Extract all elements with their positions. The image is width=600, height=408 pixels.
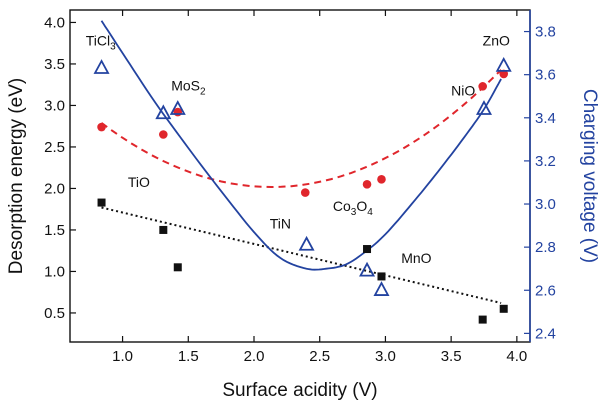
x-tick-label: 4.0	[506, 348, 527, 365]
y-tick-label: 0.5	[44, 305, 65, 322]
x-tick-label: 1.5	[178, 348, 199, 365]
compound-text: O	[356, 198, 367, 214]
compound-label: TiO	[128, 174, 150, 190]
square-point	[159, 225, 168, 234]
data-points	[93, 56, 512, 324]
y-tick-label: 4.0	[44, 14, 65, 31]
circle-point	[499, 69, 509, 79]
compound-label: Co3O4	[333, 198, 373, 218]
triangle-point	[155, 104, 172, 120]
circle-point	[97, 122, 106, 132]
triangle-point	[495, 56, 512, 72]
x-tick-label: 3.0	[375, 348, 396, 365]
circle-point	[377, 175, 386, 184]
compound-text: NiO	[451, 82, 475, 98]
y2-tick-label: 3.2	[535, 153, 556, 170]
circle-point	[478, 82, 487, 91]
compound-label: TiCl3	[86, 33, 116, 53]
circle-point	[159, 130, 168, 139]
square-point	[478, 315, 487, 324]
fit-curve-dashed	[100, 69, 502, 189]
y-tick-label: 3.0	[44, 97, 65, 114]
compound-label: MoS2	[171, 78, 206, 98]
y2-tick-label: 3.4	[535, 110, 556, 127]
compound-subscript: 2	[200, 87, 206, 98]
y2-tick-label: 2.4	[535, 325, 556, 342]
compound-text: TiN	[270, 215, 291, 231]
tick-labels: 1.0 1.5 2.0 2.5 3.0 3.5 4.0 0.5 1.0 1.5 2.0 2.5 3.0 3…	[44, 14, 556, 365]
y2-tick-label: 3.8	[535, 24, 556, 41]
compound-subscript: 3	[351, 207, 357, 218]
compound-text: ZnO	[483, 33, 510, 49]
compound-subscript: 3	[110, 42, 116, 53]
y-tick-label: 3.5	[44, 56, 65, 73]
triangle-point	[93, 59, 110, 74]
y-axis-label: Desorption energy (eV)	[6, 78, 27, 274]
x-axis-label: Surface acidity (V)	[222, 380, 377, 401]
square-point	[173, 263, 182, 272]
y2-tick-label: 3.0	[535, 196, 556, 213]
y2-tick-label: 2.6	[535, 282, 556, 299]
y-tick-label: 2.0	[44, 180, 65, 197]
compound-label: MnO	[401, 250, 431, 266]
triangle-point	[359, 261, 376, 277]
triangle-point	[298, 235, 315, 251]
square-point	[97, 198, 106, 207]
fit-curve-dotted	[101, 206, 502, 304]
triangle-point	[373, 281, 390, 296]
fit-curve-solid	[100, 20, 502, 271]
compound-text: Co	[333, 198, 351, 214]
compound-subscript: 4	[367, 207, 373, 218]
square-point	[377, 272, 386, 281]
triangle-point	[169, 100, 186, 115]
y-tick-label: 1.5	[44, 222, 65, 239]
compound-text: MnO	[401, 250, 431, 266]
circle-point	[362, 180, 372, 189]
x-tick-label: 1.0	[112, 348, 133, 365]
y-tick-label: 1.0	[44, 263, 65, 280]
compound-text: TiCl	[86, 33, 110, 49]
compound-text: MoS	[171, 78, 200, 94]
y2-tick-label: 2.8	[535, 239, 556, 256]
y-tick-label: 2.5	[44, 139, 65, 156]
x-tick-label: 3.5	[441, 348, 462, 365]
y2-axis-label: Charging voltage (V)	[579, 89, 600, 263]
axis-ticks	[70, 10, 531, 342]
compound-label: ZnO	[483, 33, 510, 49]
x-tick-label: 2.5	[309, 348, 330, 365]
x-tick-label: 2.0	[244, 348, 265, 365]
fit-curves	[100, 20, 502, 304]
triangle-point	[475, 100, 493, 115]
compound-label: TiN	[270, 215, 291, 231]
square-point	[363, 245, 372, 254]
compound-text: TiO	[128, 174, 150, 190]
circle-point	[300, 188, 310, 197]
square-point	[499, 304, 508, 313]
compound-label: NiO	[451, 82, 475, 98]
y2-tick-label: 3.6	[535, 67, 556, 84]
